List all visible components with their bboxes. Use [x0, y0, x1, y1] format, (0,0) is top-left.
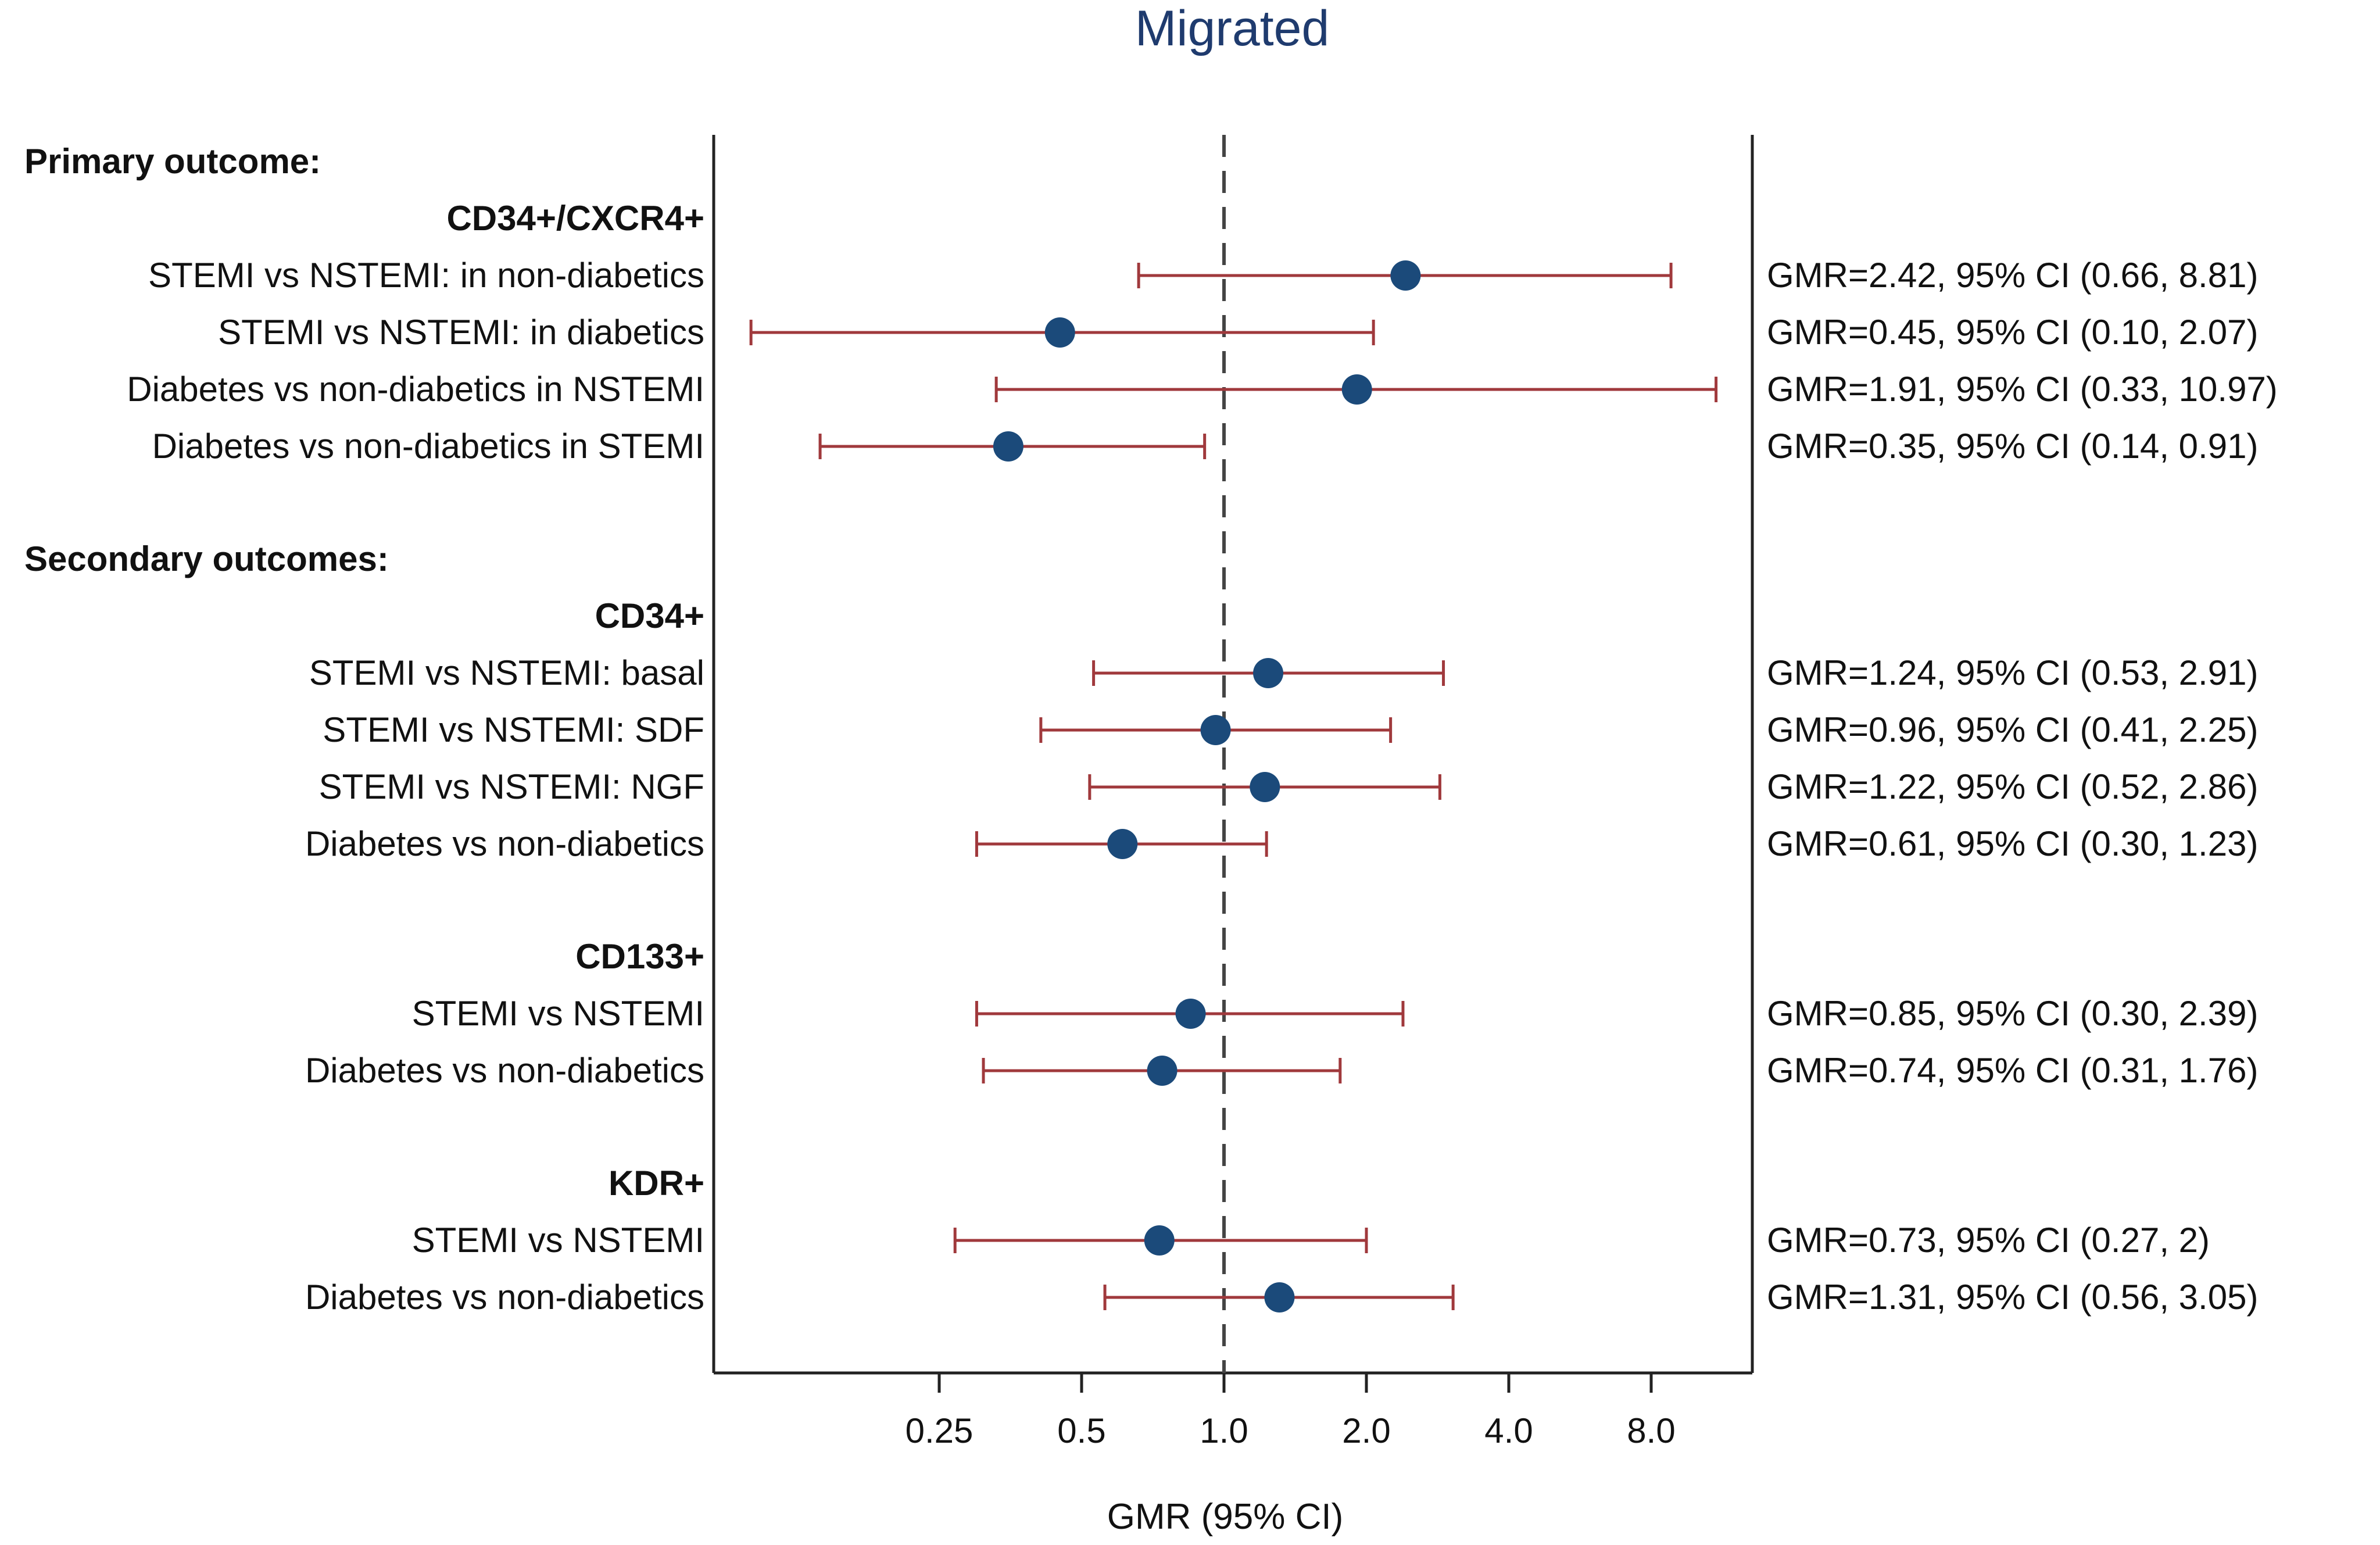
- estimate-text: GMR=1.31, 95% CI (0.56, 3.05): [1767, 1278, 2258, 1317]
- section-label: Primary outcome:: [24, 142, 321, 181]
- x-tick-label: 0.5: [1057, 1411, 1105, 1450]
- row-label: Diabetes vs non-diabetics: [305, 1278, 704, 1317]
- chart-title: Migrated: [1135, 1, 1330, 56]
- estimate-text: GMR=1.24, 95% CI (0.53, 2.91): [1767, 653, 2258, 692]
- estimate-row: STEMI vs NSTEMI: SDF GMR=0.96, 95% CI (0.…: [323, 710, 2258, 749]
- point-estimate: [1175, 999, 1206, 1029]
- estimate-row: Diabetes vs non-diabetics GMR=1.31, 95% C…: [305, 1278, 2258, 1317]
- estimate-row: Diabetes vs non-diabetics GMR=0.61, 95% C…: [305, 824, 2258, 863]
- row-label: STEMI vs NSTEMI: basal: [309, 653, 704, 692]
- estimate-row: STEMI vs NSTEMI GMR=0.85, 95% CI (0.30, 2…: [412, 994, 2259, 1033]
- x-axis-label: GMR (95% CI): [1107, 1497, 1343, 1537]
- estimate-row: STEMI vs NSTEMI GMR=0.73, 95% CI (0.27, 2…: [412, 1221, 2210, 1260]
- row-label: STEMI vs NSTEMI: SDF: [323, 710, 704, 749]
- x-axis: 0.25 0.5 1.0 2.0 4.0 8.0: [906, 1373, 1676, 1450]
- row-label: Diabetes vs non-diabetics: [305, 824, 704, 863]
- row-label: Diabetes vs non-diabetics: [305, 1051, 704, 1090]
- estimate-text: GMR=0.85, 95% CI (0.30, 2.39): [1767, 994, 2258, 1033]
- estimate-text: GMR=0.73, 95% CI (0.27, 2): [1767, 1221, 2210, 1260]
- estimate-row: Diabetes vs non-diabetics in STEMI GMR=0.…: [152, 427, 2259, 466]
- estimate-text: GMR=0.61, 95% CI (0.30, 1.23): [1767, 824, 2258, 863]
- row-label: STEMI vs NSTEMI: [412, 1221, 704, 1260]
- x-tick-label: 4.0: [1484, 1411, 1533, 1450]
- estimate-text: GMR=1.22, 95% CI (0.52, 2.86): [1767, 767, 2258, 806]
- point-estimate: [1044, 317, 1075, 348]
- point-estimate: [993, 431, 1023, 462]
- point-estimate: [1341, 374, 1372, 405]
- estimate-row: STEMI vs NSTEMI: in non-diabetics GMR=2.4…: [148, 256, 2258, 295]
- row-label: STEMI vs NSTEMI: [412, 994, 704, 1033]
- point-estimate: [1200, 715, 1231, 745]
- x-tick-label: 0.25: [906, 1411, 974, 1450]
- x-tick-label: 8.0: [1627, 1411, 1675, 1450]
- point-estimate: [1144, 1225, 1175, 1256]
- estimate-row: STEMI vs NSTEMI: basal GMR=1.24, 95% CI (…: [309, 653, 2259, 692]
- estimate-row: Diabetes vs non-diabetics in NSTEMI GMR=1…: [127, 370, 2278, 409]
- row-label: Diabetes vs non-diabetics in NSTEMI: [127, 370, 704, 409]
- estimate-text: GMR=0.35, 95% CI (0.14, 0.91): [1767, 427, 2258, 466]
- point-estimate: [1107, 829, 1138, 859]
- estimate-text: GMR=0.96, 95% CI (0.41, 2.25): [1767, 710, 2258, 749]
- section-label: Secondary outcomes:: [24, 539, 389, 578]
- row-label: STEMI vs NSTEMI: in non-diabetics: [148, 256, 704, 295]
- estimate-text: GMR=1.91, 95% CI (0.33, 10.97): [1767, 370, 2278, 409]
- point-estimate: [1390, 260, 1421, 291]
- estimate-row: Diabetes vs non-diabetics GMR=0.74, 95% C…: [305, 1051, 2258, 1090]
- point-estimate: [1250, 772, 1280, 802]
- estimate-text: GMR=0.74, 95% CI (0.31, 1.76): [1767, 1051, 2258, 1090]
- point-estimate: [1147, 1056, 1178, 1086]
- estimate-text: GMR=2.42, 95% CI (0.66, 8.81): [1767, 256, 2258, 295]
- point-estimate: [1264, 1282, 1295, 1312]
- group-label: CD133+: [575, 937, 704, 976]
- estimate-row: STEMI vs NSTEMI: in diabetics GMR=0.45, 9…: [218, 313, 2258, 352]
- point-estimate: [1253, 658, 1284, 688]
- group-label: CD34+/CXCR4+: [446, 199, 704, 238]
- group-label: CD34+: [595, 596, 704, 635]
- rows-layer: Primary outcome: CD34+/CXCR4+ STEMI vs NST…: [24, 135, 2278, 1373]
- estimate-text: GMR=0.45, 95% CI (0.10, 2.07): [1767, 313, 2258, 352]
- row-label: Diabetes vs non-diabetics in STEMI: [152, 427, 704, 466]
- row-label: STEMI vs NSTEMI: in diabetics: [218, 313, 704, 352]
- row-label: STEMI vs NSTEMI: NGF: [319, 767, 704, 806]
- estimate-row: STEMI vs NSTEMI: NGF GMR=1.22, 95% CI (0.…: [319, 767, 2259, 806]
- x-tick-label: 1.0: [1200, 1411, 1248, 1450]
- x-tick-label: 2.0: [1342, 1411, 1390, 1450]
- group-label: KDR+: [609, 1164, 704, 1203]
